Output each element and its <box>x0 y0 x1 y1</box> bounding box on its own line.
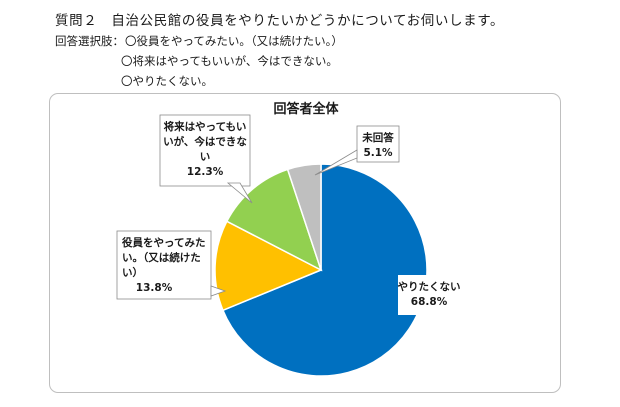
data-label-category: 将来はやってもい <box>164 120 247 133</box>
data-label-category: やりたくない <box>398 281 461 293</box>
data-label-value: 13.8% <box>136 282 173 294</box>
chart-title: 回答者全体 <box>273 101 339 117</box>
option-item: 〇やりたくない。 <box>121 74 213 88</box>
data-label-category: いが、今はできな <box>163 135 247 148</box>
slice-mikaitou <box>286 163 322 271</box>
question-title: 質問２ 自治公民館の役員をやりたいかどうかについてお伺いします。 <box>55 13 505 29</box>
option-item: 〇将来はやってもいいが、今はできない。 <box>121 54 338 68</box>
data-label-value: 68.8% <box>411 296 448 308</box>
callout-yaritakunai: やりたくない 68.8% <box>398 275 461 315</box>
data-label-value: 5.1% <box>363 147 393 159</box>
slice-yakuin-yaritai <box>214 220 323 312</box>
options-label: 回答選択肢： <box>55 34 124 48</box>
slice-yaritakunai <box>221 163 428 377</box>
data-label-category: い <box>200 151 211 163</box>
data-label-category: 未回答 <box>361 131 394 144</box>
callout-shourai: 将来はやってもいいが、今はできない 12.3% <box>159 114 253 204</box>
data-label-category: 役員をやってみた <box>121 236 205 249</box>
chart-frame <box>49 93 561 393</box>
slice-shourai <box>225 168 323 272</box>
data-label-category: い） <box>122 266 143 279</box>
callout-yakuin-yaritai: 役員をやってみたい。（又は続けたい） 13.8% <box>116 230 227 300</box>
data-label-value: 12.3% <box>187 166 224 178</box>
option-item: 〇役員をやってみたい。（又は続けたい。） <box>125 34 343 48</box>
callout-mikaitou: 未回答 5.1% <box>314 125 400 176</box>
data-label-category: い。（又は続けた <box>122 251 201 264</box>
